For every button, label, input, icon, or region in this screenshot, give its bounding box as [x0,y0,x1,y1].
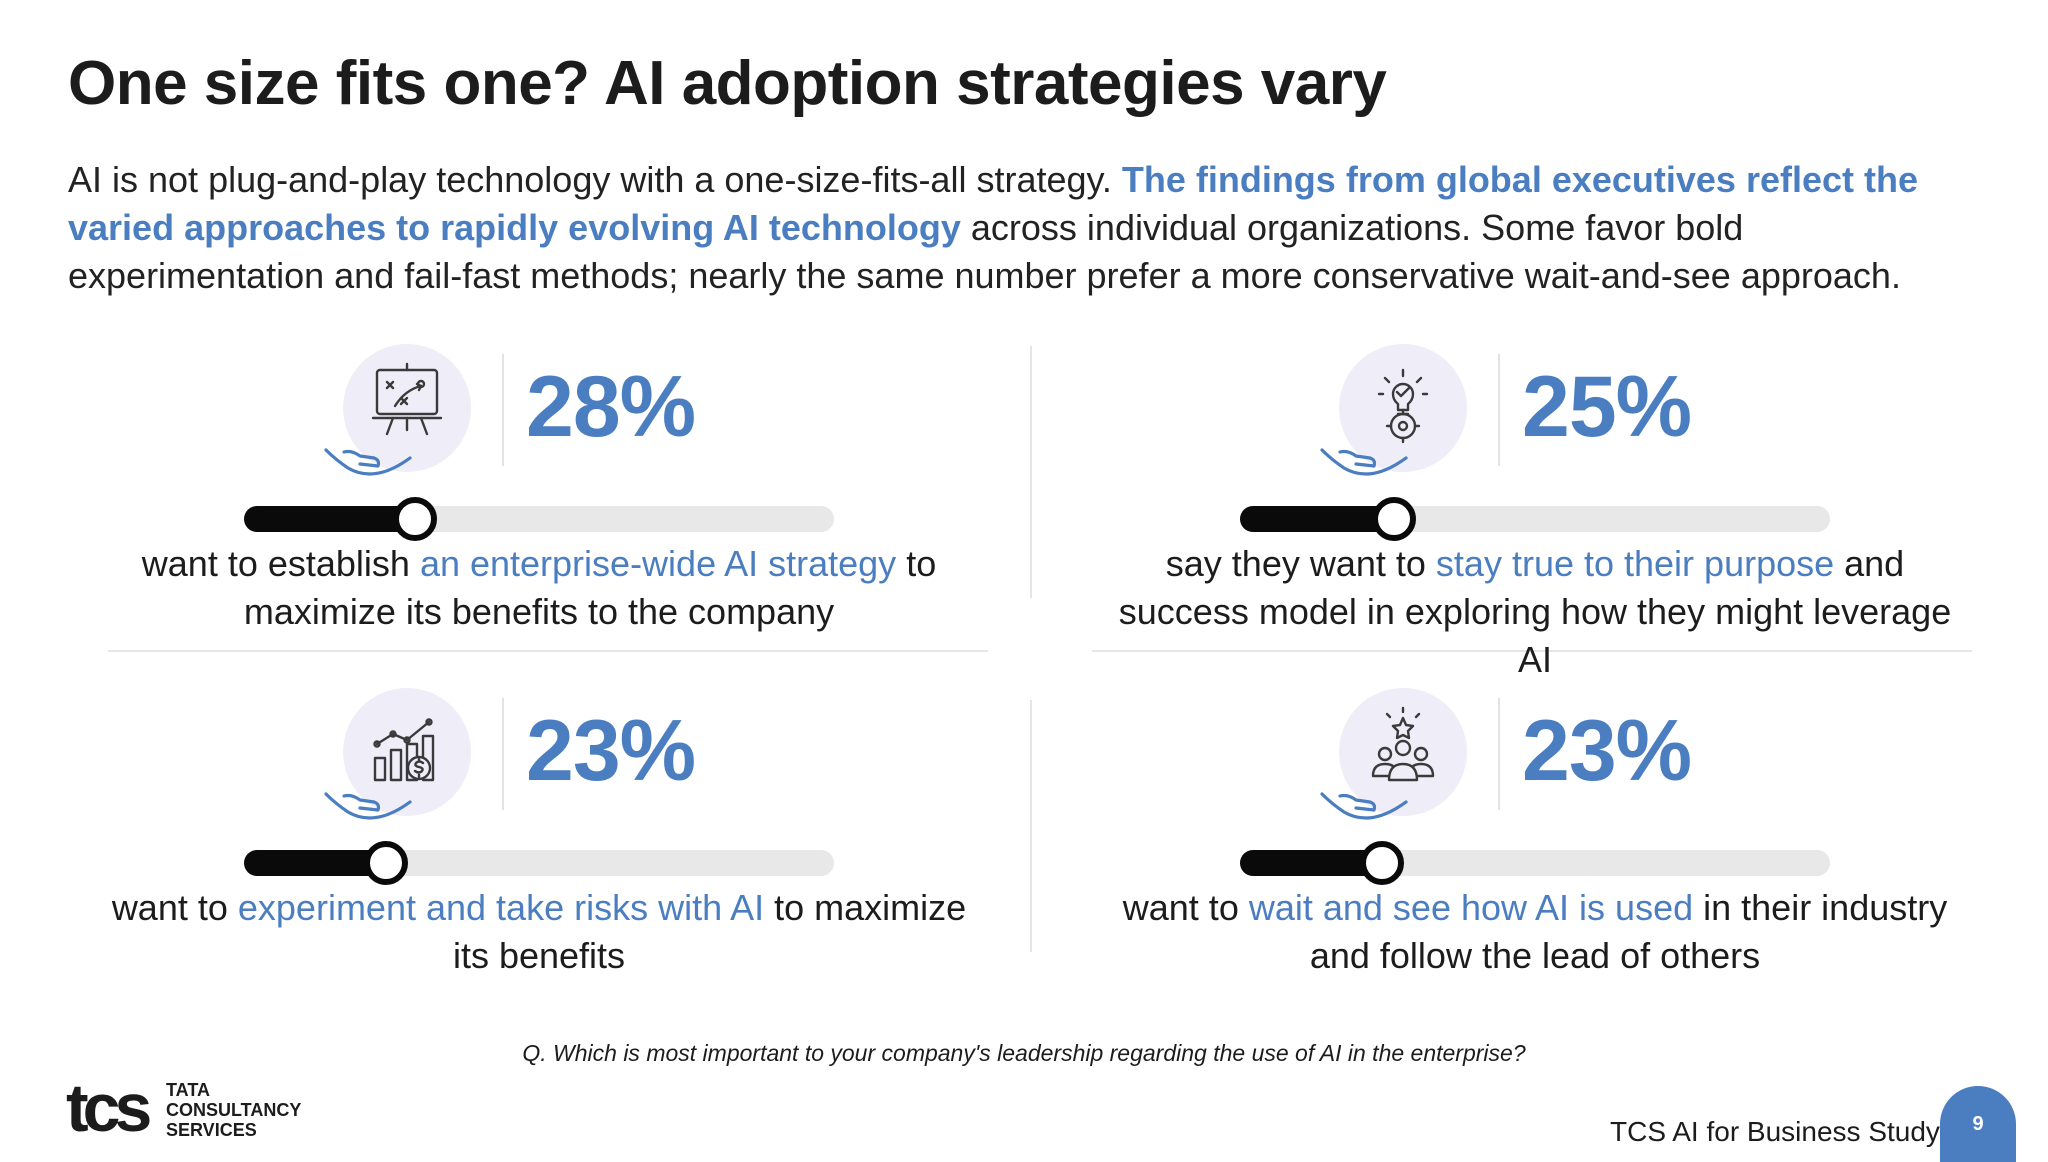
survey-question: Q. Which is most important to your compa… [522,1040,1526,1066]
stat-description: want to wait and see how AI is used in t… [1102,884,1968,980]
stat-card-enterprise-strategy: 28% want to establish an enterprise-wide… [106,344,1066,684]
progress-track [244,841,834,885]
stat-card-wait-and-see: 23% want to wait and see how AI is used … [1102,688,2048,1028]
stat-description: want to experiment and take risks with A… [106,884,972,980]
desc-text: say they want to [1165,543,1436,584]
desc-highlight: an enterprise-wide AI strategy [419,543,897,584]
progress-track [244,497,834,541]
lightbulb-gear-icon [1339,344,1467,472]
horizontal-divider-right [1092,650,1972,652]
desc-text: want to [1122,887,1249,928]
tcs-logo: tcs TATA CONSULTANCY SERVICES [66,1070,326,1146]
progress-knob [1360,841,1404,885]
icon-separator [1498,698,1500,810]
stat-percentage: 23% [526,703,696,799]
stat-percentage: 25% [1522,359,1692,455]
progress-fill [1240,850,1382,876]
tcs-logo-text: TATA CONSULTANCY SERVICES [166,1080,301,1140]
intro-text-1: AI is not plug-and-play technology with … [68,159,1122,200]
icon-separator [1498,354,1500,466]
desc-text: in their industry and follow the lead of… [1309,887,1948,976]
desc-highlight: stay true to their purpose [1435,543,1835,584]
progress-knob [393,497,437,541]
stat-card-stay-true: 25% say they want to stay true to their … [1102,344,2048,684]
logo-line-2: CONSULTANCY [166,1100,302,1120]
stat-percentage: 28% [526,359,696,455]
desc-highlight: experiment and take risks with AI [237,887,765,928]
progress-fill [1240,506,1394,532]
vertical-divider-top [1030,346,1032,598]
desc-text: to maximize its benefits to the company [243,543,937,632]
horizontal-divider-left [108,650,988,652]
page-title: One size fits one? AI adoption strategie… [68,49,1387,118]
growth-chart-icon [343,688,471,816]
intro-paragraph: AI is not plug-and-play technology with … [68,156,1998,300]
tcs-logo-mark: tcs [66,1070,152,1146]
strategy-board-icon [343,344,471,472]
hand-icon [324,792,412,820]
desc-text: want to establish [141,543,420,584]
team-star-icon [1339,688,1467,816]
hand-icon [1320,448,1408,476]
progress-fill [244,850,386,876]
hand-icon [1320,792,1408,820]
progress-track [1240,841,1830,885]
icon-separator [502,354,504,466]
desc-text: want to [111,887,238,928]
logo-line-1: TATA [166,1080,210,1100]
progress-knob [1372,497,1416,541]
progress-fill [244,506,415,532]
hand-icon [324,448,412,476]
stat-card-experiment: 23% want to experiment and take risks wi… [106,688,1066,1028]
desc-highlight: wait and see how AI is used [1248,887,1694,928]
intro-highlight: The findings from global executives refl… [68,159,1919,248]
stat-description: say they want to stay true to their purp… [1102,540,1968,684]
stat-percentage: 23% [1522,703,1692,799]
progress-track [1240,497,1830,541]
vertical-divider-bottom [1030,700,1032,952]
logo-line-3: SERVICES [166,1120,257,1140]
intro-text-2: across individual organizations. Some fa… [68,207,1901,296]
stat-description: want to establish an enterprise-wide AI … [106,540,972,636]
progress-knob [364,841,408,885]
desc-text: and success model in exploring how they … [1118,543,1952,680]
icon-separator [502,698,504,810]
desc-text: to maximize its benefits [452,887,967,976]
page-number-badge: 9 [1940,1086,2016,1162]
footer-study-name: TCS AI for Business Study [1610,1116,1940,1147]
